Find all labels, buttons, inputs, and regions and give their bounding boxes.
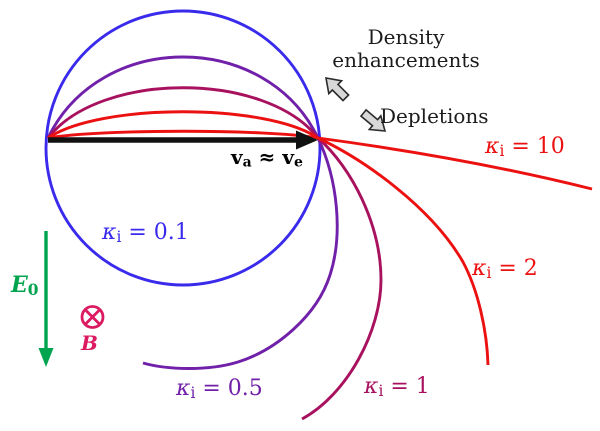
kappa-symbol: κ <box>472 256 487 281</box>
kappa-symbol: κ <box>485 134 500 159</box>
kappa-value: = 2 <box>491 256 538 281</box>
e-subscript: 0 <box>27 280 39 299</box>
velocity-sub-a: a <box>242 154 252 171</box>
enhancement-pointer-icon <box>325 77 350 102</box>
b-into-page-icon <box>80 305 105 329</box>
e-field-label: E0 <box>11 272 39 299</box>
velocity-v-a: v <box>231 145 243 169</box>
velocity-approx: ≈ <box>251 145 283 169</box>
velocity-arrow-head <box>296 130 318 150</box>
kappa-value: = 10 <box>504 134 565 159</box>
e-field-arrow <box>38 231 54 367</box>
trajectory-kappa-0.5 <box>46 55 339 370</box>
b-field-label: B <box>81 331 98 355</box>
kappa-1-label: κi = 1 <box>364 374 430 400</box>
kappa-0.5-label: κi = 0.5 <box>176 376 263 402</box>
velocity-v-e: v <box>282 145 295 169</box>
kappa-10-label: κi = 10 <box>485 134 565 160</box>
density-line2: enhancements <box>332 48 480 72</box>
kappa-value: = 0.1 <box>121 220 189 245</box>
trajectory-kappa-2 <box>47 110 490 366</box>
kappa-symbol: κ <box>176 376 191 401</box>
trajectory-kappa-10 <box>47 129 593 191</box>
kappa-0.1-label: κi = 0.1 <box>102 220 189 246</box>
velocity-arrow <box>48 130 318 150</box>
kappa-subscript: i <box>116 227 122 246</box>
e-field-arrow-head <box>38 348 54 367</box>
kappa-subscript: i <box>486 263 492 282</box>
density-line1: Density <box>367 25 445 49</box>
kappa-symbol: κ <box>364 374 379 399</box>
kappa-subscript: i <box>190 383 196 402</box>
trajectory-kappa-0.1 <box>44 9 322 287</box>
kappa-value: = 1 <box>383 374 430 399</box>
kappa-subscript: i <box>499 141 505 160</box>
depletion-pointer-icon <box>359 108 387 132</box>
kappa-value: = 0.5 <box>195 376 263 401</box>
kappa-symbol: κ <box>102 220 117 245</box>
velocity-sub-e: e <box>294 154 303 171</box>
e-symbol: E <box>11 272 28 298</box>
trajectory-kappa-1 <box>46 86 383 421</box>
velocity-label: va ≈ ve <box>231 145 303 171</box>
kappa-subscript: i <box>378 381 384 400</box>
density-enhancements-label: Density enhancements <box>326 26 486 72</box>
depletions-label: Depletions <box>380 104 489 128</box>
kappa-2-label: κi = 2 <box>472 256 538 282</box>
